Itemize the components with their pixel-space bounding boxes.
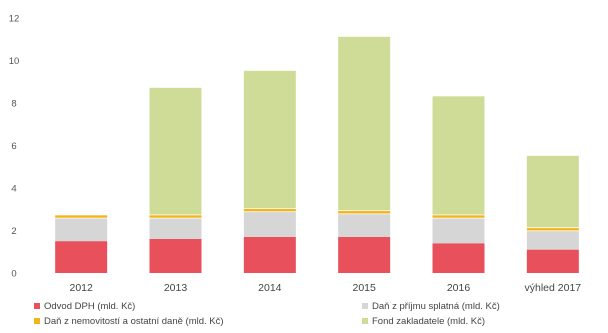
bar-segment bbox=[432, 215, 485, 218]
legend-label: Daň z nemovitostí a ostatní daně (mld. K… bbox=[44, 316, 224, 327]
bar-segment bbox=[149, 239, 202, 273]
y-tick-label: 4 bbox=[11, 184, 16, 195]
bar-segment bbox=[526, 155, 579, 228]
x-tick-label: 2014 bbox=[258, 282, 282, 294]
bar-stack bbox=[432, 96, 485, 273]
bar-segment bbox=[526, 249, 579, 273]
bar-segment bbox=[432, 218, 485, 244]
legend-swatch bbox=[362, 303, 368, 309]
bar-segment bbox=[149, 87, 202, 215]
bar-segment bbox=[432, 243, 485, 273]
bar-stack bbox=[338, 36, 391, 273]
y-tick-label: 2 bbox=[11, 226, 16, 237]
bar-segment bbox=[432, 96, 485, 215]
x-tick-label: 2015 bbox=[352, 282, 376, 294]
x-tick-label: 2012 bbox=[69, 282, 93, 294]
bar-segment bbox=[243, 208, 296, 212]
bar-segment bbox=[55, 241, 108, 273]
bar-segment bbox=[338, 211, 391, 214]
legend-label: Daň z příjmu splatná (mld. Kč) bbox=[372, 301, 500, 312]
legend-swatch bbox=[362, 318, 368, 324]
bar-segment bbox=[243, 212, 296, 237]
legend-swatch bbox=[34, 303, 40, 309]
bar-segment bbox=[149, 215, 202, 218]
bar-stack bbox=[55, 215, 108, 273]
x-axis-labels: 2012 2013 2014 2015 2016 výhled 2017 bbox=[69, 282, 581, 294]
legend-item: Daň z nemovitostí a ostatní daně (mld. K… bbox=[34, 316, 224, 327]
bar-segment bbox=[526, 231, 579, 250]
bar-segment bbox=[526, 228, 579, 231]
legend-label: Odvod DPH (mld. Kč) bbox=[44, 301, 135, 312]
y-tick-label: 8 bbox=[11, 99, 16, 110]
bar-stack bbox=[149, 87, 202, 273]
legend-item: Daň z příjmu splatná (mld. Kč) bbox=[362, 301, 500, 312]
x-tick-label: výhled 2017 bbox=[525, 282, 582, 294]
bar-segment bbox=[338, 214, 391, 237]
y-tick-label: 0 bbox=[11, 269, 16, 280]
legend-item: Odvod DPH (mld. Kč) bbox=[34, 301, 135, 312]
y-axis-ticks: 0 2 4 6 8 10 12 bbox=[9, 14, 20, 280]
bar-segment bbox=[55, 215, 108, 218]
bar-segment bbox=[243, 236, 296, 273]
y-tick-label: 6 bbox=[11, 141, 16, 152]
bar-stack bbox=[526, 155, 579, 273]
bar-segment bbox=[338, 36, 391, 211]
x-tick-label: 2013 bbox=[164, 282, 188, 294]
legend-item: Fond zakladatele (mld. Kč) bbox=[362, 316, 485, 327]
legend-label: Fond zakladatele (mld. Kč) bbox=[372, 316, 485, 327]
y-tick-label: 12 bbox=[9, 14, 20, 25]
bar-segment bbox=[338, 236, 391, 273]
bar-stack bbox=[243, 70, 296, 273]
bar-segment bbox=[55, 218, 108, 242]
x-tick-label: 2016 bbox=[447, 282, 471, 294]
y-tick-label: 10 bbox=[9, 56, 20, 67]
bar-segment bbox=[149, 218, 202, 239]
legend-swatch bbox=[34, 318, 40, 324]
bar-stacks bbox=[55, 36, 579, 273]
legend: Odvod DPH (mld. Kč) Daň z příjmu splatná … bbox=[34, 301, 500, 327]
bar-segment bbox=[243, 70, 296, 209]
